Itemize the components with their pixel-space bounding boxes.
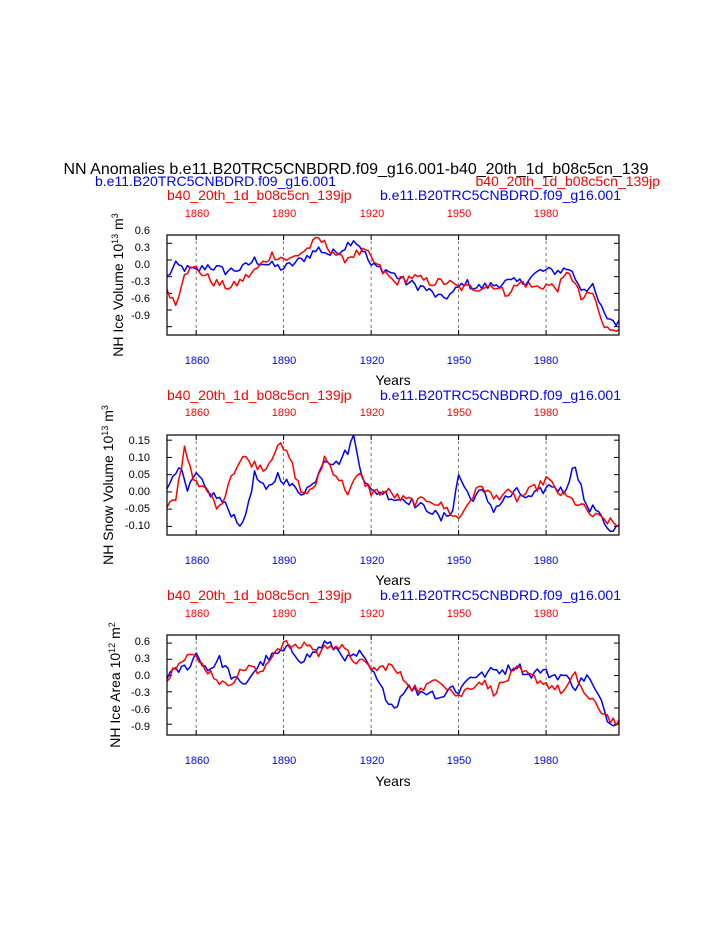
y-tick-label: -0.3 bbox=[131, 687, 150, 699]
panel-ice-area: b40_20th_1d_b08c5cn_139jp b.e11.B20TRC5C… bbox=[107, 587, 621, 789]
series-line bbox=[166, 640, 620, 727]
panel-left-title: b40_20th_1d_b08c5cn_139jp bbox=[167, 187, 352, 203]
top-tick-label: 1950 bbox=[447, 608, 471, 620]
y-tick-label: 0.6 bbox=[135, 225, 150, 237]
bottom-tick-label: 1980 bbox=[534, 355, 558, 367]
y-tick-label: -0.9 bbox=[131, 310, 150, 322]
bottom-tick-label: 1920 bbox=[360, 755, 384, 767]
top-tick-label: 1860 bbox=[185, 407, 209, 419]
plot-layers bbox=[166, 234, 620, 736]
plot-frame bbox=[166, 434, 620, 536]
top-tick-label: 1920 bbox=[360, 407, 384, 419]
y-axis-label: NH Ice Volume 1013 m3 bbox=[110, 213, 126, 356]
series-line bbox=[166, 442, 620, 528]
y-tick-label: 0.05 bbox=[129, 469, 150, 481]
top-tick-label: 1890 bbox=[272, 608, 296, 620]
panel-right-title: b.e11.B20TRC5CNBDRD.f09_g16.001 bbox=[380, 387, 621, 403]
panel-right-title: b.e11.B20TRC5CNBDRD.f09_g16.001 bbox=[380, 587, 621, 603]
y-tick-label: 0.3 bbox=[135, 653, 150, 665]
top-tick-label: 1950 bbox=[447, 208, 471, 220]
series-line bbox=[166, 236, 620, 333]
top-tick-label: 1920 bbox=[360, 208, 384, 220]
y-tick-label: 0.0 bbox=[135, 259, 150, 271]
main-title: NN Anomalies b.e11.B20TRC5CNBDRD.f09_g16… bbox=[64, 161, 649, 178]
x-axis-label: Years bbox=[375, 773, 410, 789]
bottom-tick-label: 1950 bbox=[447, 755, 471, 767]
plot-frame bbox=[166, 634, 620, 736]
panel-left-title: b40_20th_1d_b08c5cn_139jp bbox=[167, 587, 352, 603]
top-tick-label: 1980 bbox=[534, 208, 558, 220]
y-tick-label: 0.3 bbox=[135, 242, 150, 254]
y-tick-label: -0.3 bbox=[131, 276, 150, 288]
y-tick-label: -0.9 bbox=[131, 721, 150, 733]
top-tick-label: 1860 bbox=[185, 608, 209, 620]
y-tick-label: -0.6 bbox=[131, 704, 150, 716]
y-axis-label: NH Snow Volume 1013 m3 bbox=[100, 405, 116, 565]
top-tick-label: 1920 bbox=[360, 608, 384, 620]
y-tick-label: 0.00 bbox=[129, 486, 150, 498]
series-line bbox=[166, 640, 620, 726]
panel-right-title: b.e11.B20TRC5CNBDRD.f09_g16.001 bbox=[380, 187, 621, 203]
y-tick-label: 0.6 bbox=[135, 636, 150, 648]
bottom-tick-label: 1890 bbox=[272, 555, 296, 567]
y-tick-label: 0.15 bbox=[129, 435, 150, 447]
top-tick-label: 1980 bbox=[534, 608, 558, 620]
panel-ice-volume: b40_20th_1d_b08c5cn_139jp b.e11.B20TRC5C… bbox=[110, 187, 621, 388]
bottom-tick-label: 1950 bbox=[447, 555, 471, 567]
y-tick-label: -0.05 bbox=[125, 503, 150, 515]
plot-frame bbox=[166, 234, 620, 336]
top-tick-label: 1950 bbox=[447, 407, 471, 419]
bottom-tick-label: 1950 bbox=[447, 355, 471, 367]
series-line bbox=[166, 240, 620, 327]
top-tick-label: 1890 bbox=[272, 407, 296, 419]
top-tick-label: 1890 bbox=[272, 208, 296, 220]
bottom-tick-label: 1860 bbox=[185, 355, 209, 367]
x-axis-label: Years bbox=[375, 572, 410, 588]
y-tick-label: -0.10 bbox=[125, 520, 150, 532]
top-left-title: b.e11.B20TRC5CNBDRD.f09_g16.001 bbox=[95, 173, 336, 189]
bottom-tick-label: 1980 bbox=[534, 755, 558, 767]
top-tick-label: 1860 bbox=[185, 208, 209, 220]
y-axis-label: NH Ice Area 1012 m2 bbox=[107, 622, 123, 748]
top-right-title: b40_20th_1d_b08c5cn_139jp bbox=[475, 173, 660, 189]
bottom-tick-label: 1860 bbox=[185, 755, 209, 767]
bottom-tick-label: 1920 bbox=[360, 555, 384, 567]
panel-left-title: b40_20th_1d_b08c5cn_139jp bbox=[167, 387, 352, 403]
y-tick-label: 0.0 bbox=[135, 670, 150, 682]
y-tick-label: -0.6 bbox=[131, 293, 150, 305]
bottom-tick-label: 1920 bbox=[360, 355, 384, 367]
x-axis-label: Years bbox=[375, 372, 410, 388]
bottom-tick-label: 1980 bbox=[534, 555, 558, 567]
series-line bbox=[166, 434, 620, 533]
bottom-tick-label: 1860 bbox=[185, 555, 209, 567]
panel-snow-volume: b40_20th_1d_b08c5cn_139jp b.e11.B20TRC5C… bbox=[100, 387, 621, 588]
top-tick-label: 1980 bbox=[534, 407, 558, 419]
y-tick-label: 0.10 bbox=[129, 452, 150, 464]
bottom-tick-label: 1890 bbox=[272, 355, 296, 367]
bottom-tick-label: 1890 bbox=[272, 755, 296, 767]
